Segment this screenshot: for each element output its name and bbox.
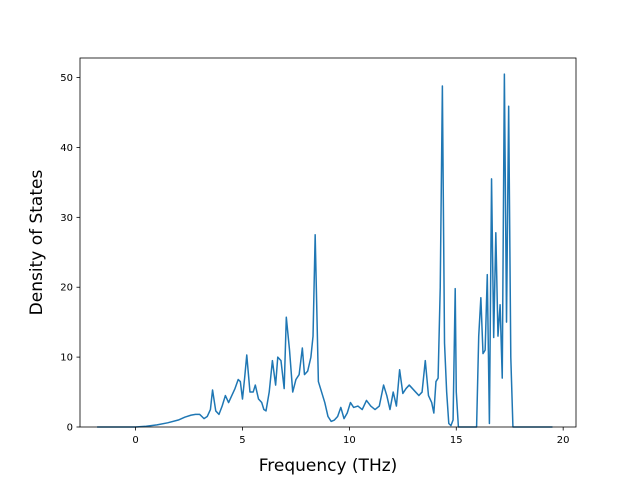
x-tick-label: 20 — [557, 435, 570, 446]
dos-series-line-0 — [97, 73, 553, 428]
x-tick-label: 0 — [132, 435, 138, 446]
y-tick-label: 0 — [67, 423, 73, 434]
y-tick-label: 30 — [60, 213, 73, 224]
x-tick-label: 15 — [450, 435, 463, 446]
x-tick-label: 10 — [343, 435, 356, 446]
x-tick-label: 5 — [239, 435, 245, 446]
y-tick-label: 40 — [60, 143, 73, 154]
x-axis-ticks: 0 5 10 15 20 — [132, 427, 570, 446]
axes-frame — [79, 57, 577, 428]
y-tick-label: 10 — [60, 353, 73, 364]
y-axis-label: Density of States — [27, 170, 47, 316]
plot-area — [97, 73, 553, 428]
y-tick-label: 20 — [60, 283, 73, 294]
y-tick-label: 50 — [60, 73, 73, 84]
x-axis-label: Frequency (THz) — [259, 456, 398, 476]
y-axis-ticks: 0 10 20 30 40 50 — [60, 73, 80, 434]
